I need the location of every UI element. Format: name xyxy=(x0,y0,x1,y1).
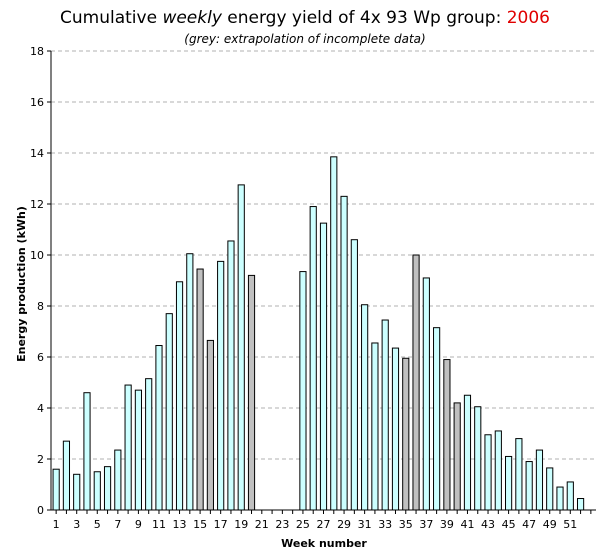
bar xyxy=(463,394,472,511)
x-tick-label: 31 xyxy=(358,518,372,531)
bar xyxy=(145,378,153,511)
x-tick-label: 21 xyxy=(255,518,269,531)
x-tick-label: 51 xyxy=(563,518,577,531)
x-tick-label: 29 xyxy=(337,518,351,531)
bar xyxy=(566,481,574,511)
bar-extrapolated xyxy=(412,254,420,511)
bar xyxy=(73,473,81,511)
y-tick-label: 12 xyxy=(30,198,44,211)
bar xyxy=(556,486,564,511)
x-tick-label: 33 xyxy=(378,518,392,531)
bar xyxy=(52,468,60,511)
bar xyxy=(217,260,225,511)
x-tick-label: 7 xyxy=(114,518,121,531)
y-tick-label: 8 xyxy=(37,300,44,313)
x-axis-label: Week number xyxy=(281,537,367,550)
bar xyxy=(83,392,91,511)
y-tick-label: 10 xyxy=(30,249,44,262)
x-tick-label: 17 xyxy=(214,518,228,531)
bar xyxy=(227,240,235,511)
title-year: 2006 xyxy=(506,8,550,28)
bar xyxy=(309,206,317,511)
x-tick-label: 15 xyxy=(193,518,207,531)
bar xyxy=(505,455,513,511)
bar xyxy=(124,384,132,511)
y-tick-label: 4 xyxy=(37,402,44,415)
bar xyxy=(330,156,338,511)
y-tick-label: 18 xyxy=(30,45,44,58)
y-tick-label: 14 xyxy=(30,147,44,160)
bar xyxy=(299,271,307,511)
x-tick-label: 19 xyxy=(234,518,248,531)
x-tick-label: 5 xyxy=(94,518,101,531)
bar xyxy=(494,430,502,511)
x-tick-label: 11 xyxy=(152,518,166,531)
bar xyxy=(546,467,554,511)
x-tick-label: 35 xyxy=(399,518,413,531)
x-tick-label: 45 xyxy=(502,518,516,531)
x-tick-label: 27 xyxy=(317,518,331,531)
y-axis-label: Energy production (kWh) xyxy=(15,206,28,362)
bar xyxy=(361,304,369,511)
bar xyxy=(422,277,430,511)
bar-extrapolated xyxy=(402,357,410,511)
bar xyxy=(484,434,492,511)
bar xyxy=(319,222,328,511)
y-tick-label: 6 xyxy=(37,351,44,364)
x-tick-label: 41 xyxy=(460,518,474,531)
bar xyxy=(103,466,112,511)
y-tick-label: 16 xyxy=(30,96,44,109)
title-suffix: energy yield of 4x 93 Wp group: xyxy=(227,8,502,28)
x-tick-label: 1 xyxy=(53,518,60,531)
bar xyxy=(515,438,523,511)
title-prefix: Cumulative xyxy=(60,8,158,28)
bar-extrapolated xyxy=(443,359,451,511)
bars xyxy=(52,156,585,511)
bar xyxy=(93,471,101,511)
bar xyxy=(474,406,482,511)
bar-extrapolated xyxy=(206,339,214,511)
chart-subtitle: (grey: extrapolation of incomplete data) xyxy=(184,32,426,46)
bar xyxy=(62,440,71,511)
bar-extrapolated xyxy=(196,268,204,511)
x-tick-label: 3 xyxy=(73,518,80,531)
bar xyxy=(155,345,163,511)
y-tick-label: 0 xyxy=(37,504,44,517)
x-tick-label: 49 xyxy=(543,518,557,531)
chart-title: Cumulative weekly energy yield of 4x 93 … xyxy=(0,8,610,28)
title-emphasis: weekly xyxy=(162,8,222,28)
bar xyxy=(391,347,400,511)
bar xyxy=(175,281,184,511)
y-tick-label: 2 xyxy=(37,453,44,466)
bar xyxy=(535,449,544,511)
x-tick-label: 23 xyxy=(275,518,289,531)
x-tick-label: 13 xyxy=(173,518,187,531)
x-tick-label: 47 xyxy=(522,518,536,531)
bar xyxy=(381,319,389,511)
bar xyxy=(186,253,194,511)
x-tick-label: 39 xyxy=(440,518,454,531)
x-tick-label: 43 xyxy=(481,518,495,531)
bar xyxy=(340,195,348,511)
bar xyxy=(433,327,441,511)
bar xyxy=(525,461,533,511)
bar-extrapolated xyxy=(247,274,256,511)
x-tick-label: 37 xyxy=(419,518,433,531)
bar-extrapolated xyxy=(453,402,461,511)
bar xyxy=(237,184,245,511)
bar xyxy=(134,389,142,511)
bar xyxy=(371,342,379,511)
x-tick-label: 25 xyxy=(296,518,310,531)
x-tick-label: 9 xyxy=(135,518,142,531)
bar xyxy=(350,239,358,511)
bar xyxy=(576,498,585,511)
bar xyxy=(114,449,122,511)
bar xyxy=(165,313,173,511)
